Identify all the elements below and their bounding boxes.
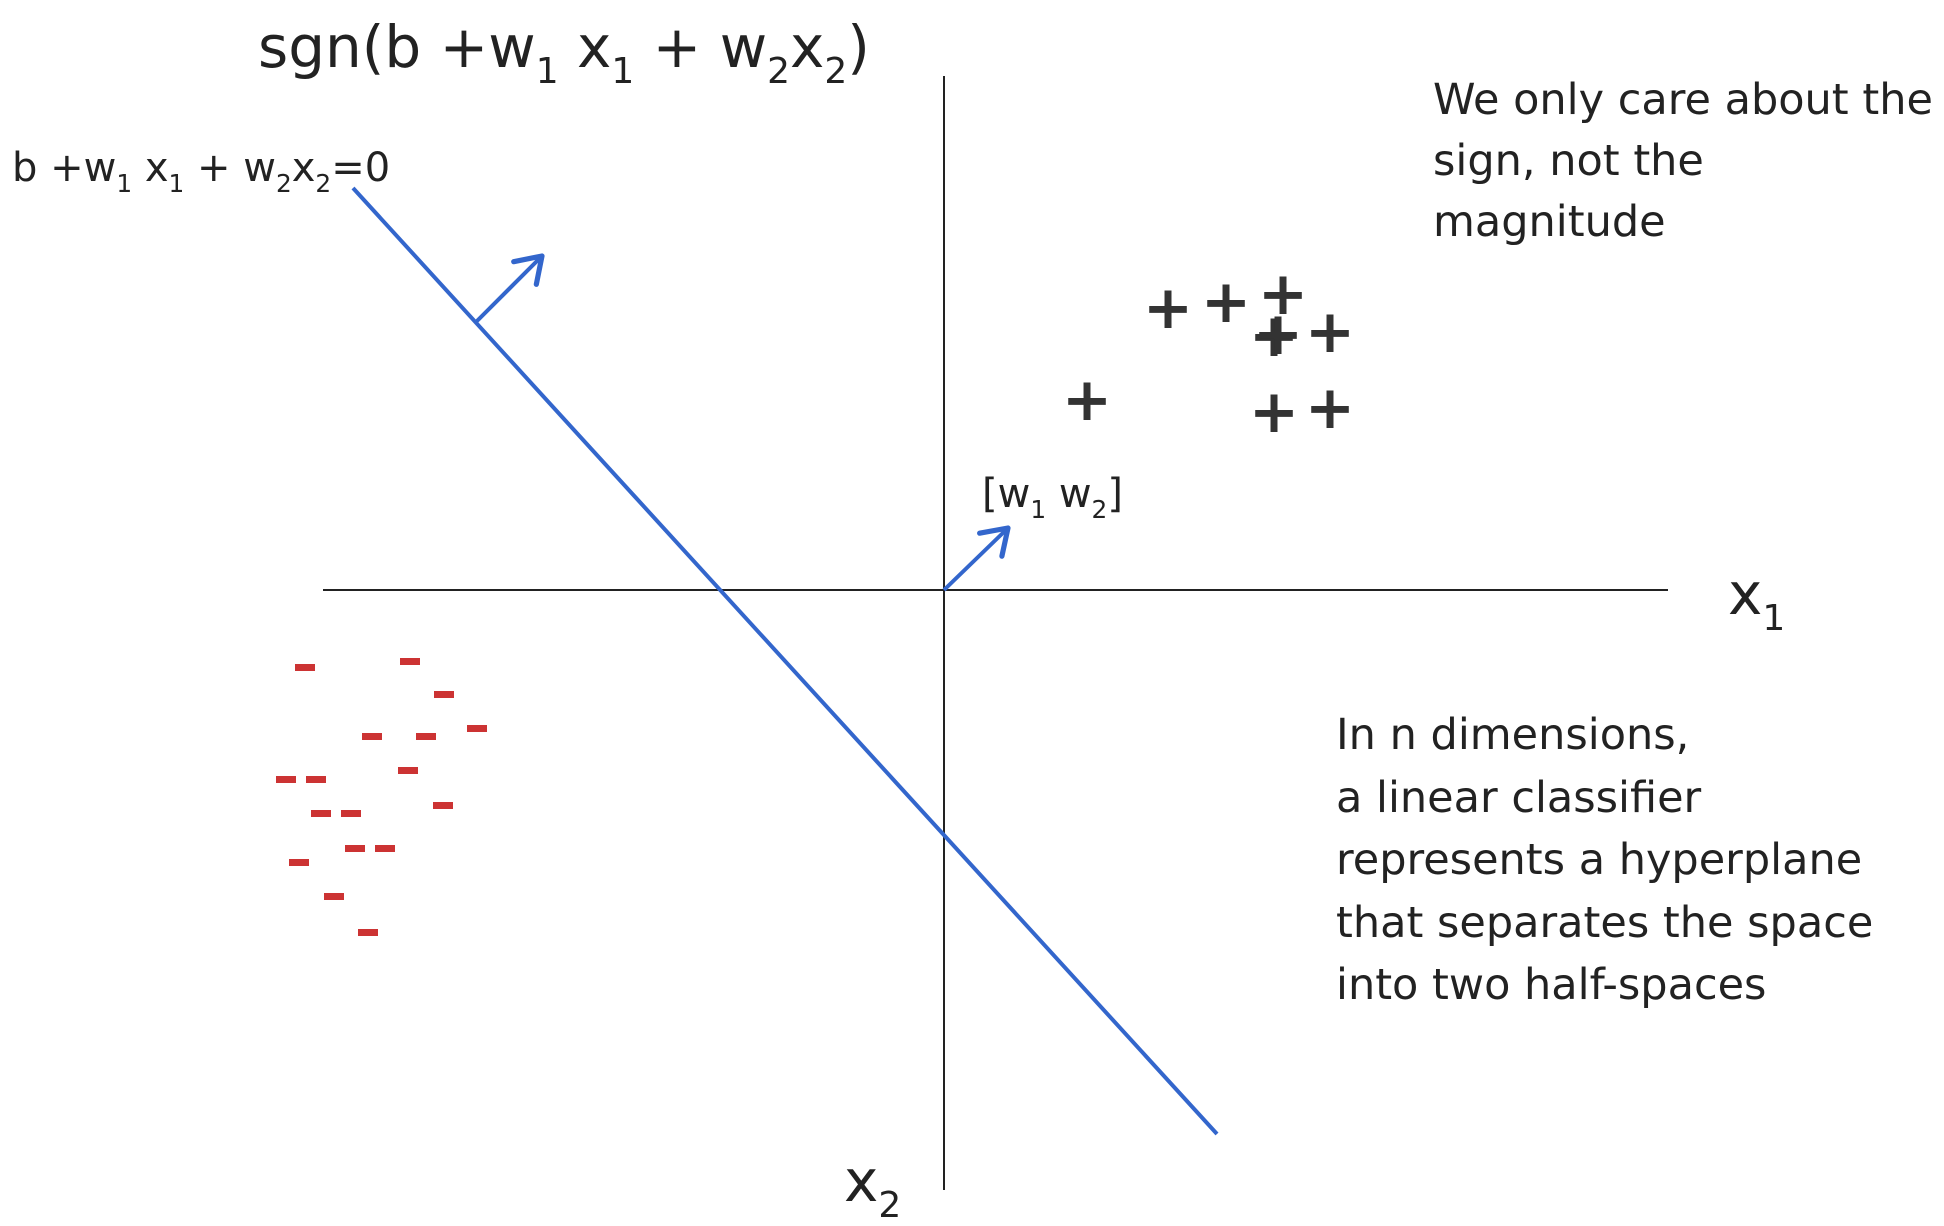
negative-marker	[375, 845, 395, 852]
normal-arrow	[474, 253, 545, 324]
decision-boundary-label: b +w1 x1 + w2x2=0	[12, 145, 391, 199]
negative-marker	[341, 810, 361, 817]
decision-boundary-line	[351, 186, 1219, 1136]
positive-marker: +	[1258, 259, 1308, 329]
positive-examples: + + ++ ++ + ++	[1062, 259, 1355, 447]
negative-marker	[295, 664, 315, 671]
sign-note-line: sign, not the magnitude	[1433, 136, 1704, 247]
hyperplane-note-line: into two half-spaces	[1336, 960, 1767, 1010]
hyperplane-note-line: a linear classifier	[1336, 772, 1702, 823]
negative-marker	[311, 810, 331, 817]
negative-marker	[324, 893, 344, 900]
hyperplane-note-line: that separates the space	[1336, 897, 1874, 948]
positive-marker: +	[1305, 373, 1355, 443]
negative-marker	[467, 725, 487, 732]
negative-examples	[276, 658, 487, 936]
negative-marker	[276, 776, 296, 783]
negative-marker	[289, 859, 309, 866]
negative-marker	[400, 658, 420, 665]
weight-vector-arrow	[942, 525, 1011, 592]
negative-marker	[434, 691, 454, 698]
negative-marker	[345, 845, 365, 852]
negative-marker	[362, 733, 382, 740]
hyperplane-note-line: represents a hyperplane	[1336, 835, 1863, 885]
hyperplane-note: In n dimensions, a linear classifier rep…	[1336, 704, 1873, 1017]
positive-marker: +	[1249, 377, 1299, 447]
negative-marker	[398, 767, 418, 774]
positive-marker: +	[1305, 297, 1355, 367]
classifier-formula: sgn(b +w1 x1 + w2x2)	[258, 13, 870, 93]
positive-marker: +	[1253, 299, 1303, 369]
negative-marker	[306, 776, 326, 783]
x1-axis-label: x1	[1728, 560, 1786, 640]
positive-marker: +	[1143, 273, 1193, 343]
negative-marker	[416, 733, 436, 740]
negative-marker	[433, 802, 453, 809]
positive-marker: +	[1201, 267, 1251, 337]
negative-marker	[358, 929, 378, 936]
sign-note-line: We only care about the	[1433, 75, 1933, 125]
positive-marker: +	[1249, 301, 1299, 371]
x2-axis-label: x2	[844, 1147, 902, 1226]
weight-vector-label: [w1 w2]	[982, 471, 1123, 525]
hyperplane-note-line: In n dimensions,	[1336, 710, 1690, 760]
sign-note: We only care about the sign, not the mag…	[1433, 70, 1944, 253]
positive-marker: +	[1062, 365, 1112, 435]
